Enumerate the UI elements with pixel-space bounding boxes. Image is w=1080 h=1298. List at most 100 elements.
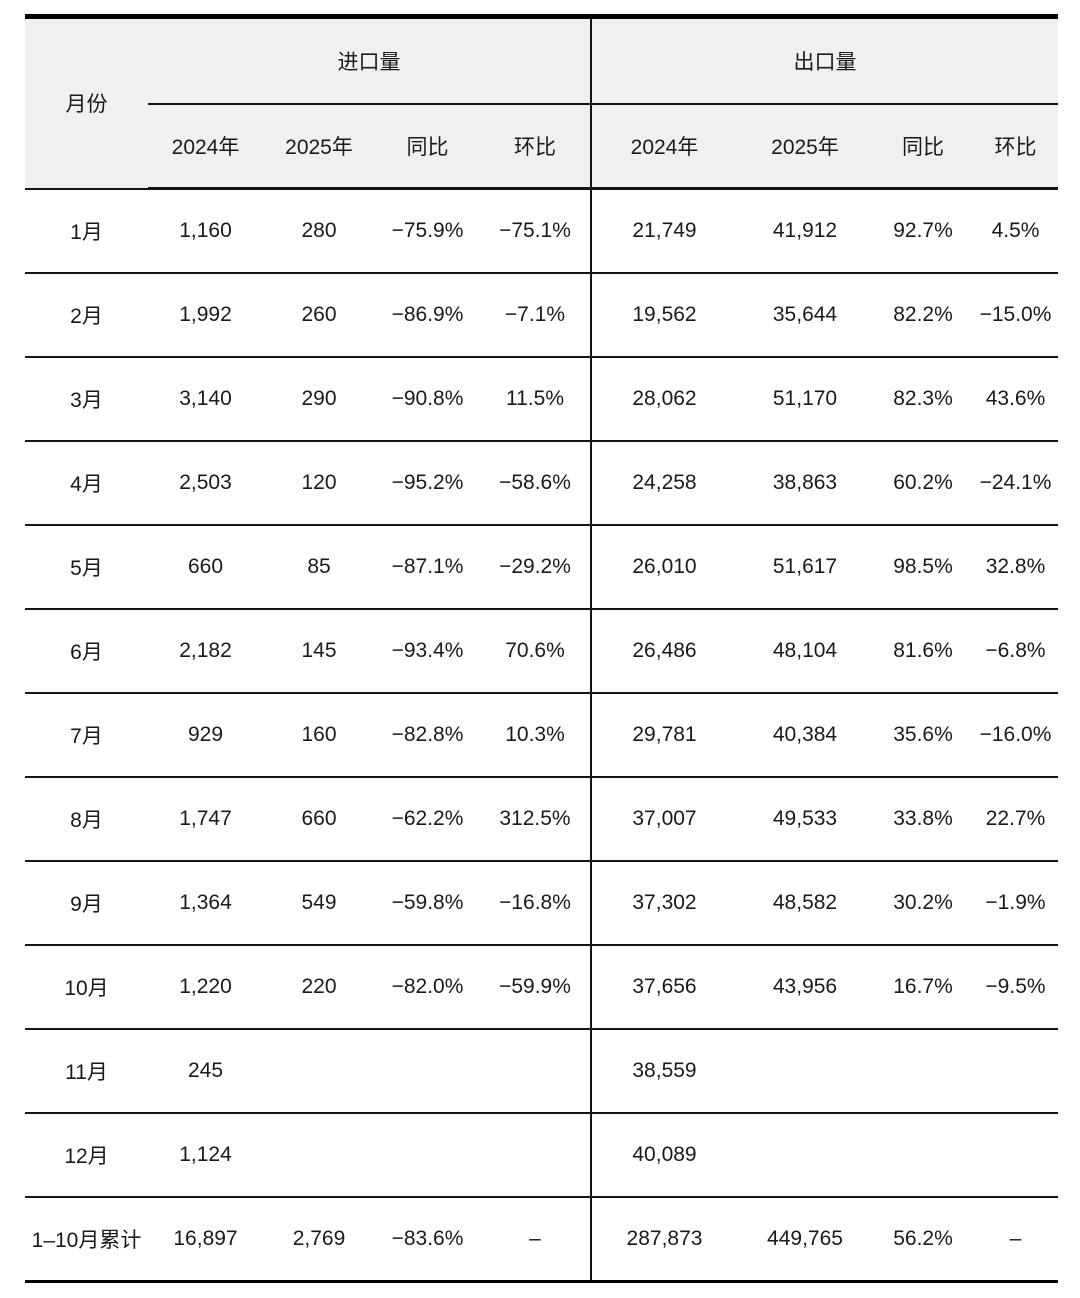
value-cell: 41,912 — [737, 187, 873, 273]
value-cell: 37,302 — [590, 860, 737, 945]
value-cell: 70.6% — [480, 608, 591, 693]
value-cell — [375, 1028, 480, 1113]
value-cell: −15.0% — [973, 272, 1058, 357]
col-header-export-yoy: 同比 — [873, 104, 973, 190]
value-cell — [873, 1112, 973, 1197]
value-cell: −29.2% — [480, 524, 591, 609]
value-cell — [737, 1028, 873, 1113]
value-cell: 2,503 — [148, 440, 263, 525]
value-cell: −75.1% — [480, 187, 591, 273]
value-cell: 40,384 — [737, 692, 873, 777]
value-cell: 245 — [148, 1028, 263, 1113]
value-cell: −82.8% — [375, 692, 480, 777]
value-cell: 82.2% — [873, 272, 973, 357]
value-cell — [263, 1028, 375, 1113]
value-cell: 660 — [263, 776, 375, 861]
value-cell: −59.9% — [480, 944, 591, 1029]
col-header-export-2024: 2024年 — [590, 104, 737, 190]
value-cell: 1,160 — [148, 187, 263, 273]
col-header-export-2025: 2025年 — [737, 104, 873, 190]
value-cell: −83.6% — [375, 1196, 480, 1282]
value-cell: 312.5% — [480, 776, 591, 861]
col-header-month: 月份 — [65, 93, 108, 117]
month-cell: 11月 — [25, 1028, 148, 1113]
col-header-import-2025: 2025年 — [263, 104, 375, 190]
table-row: 4月 2,503 120 −95.2% −58.6% 24,258 38,863 60.2% −… — [25, 440, 1058, 525]
value-cell: −86.9% — [375, 272, 480, 357]
table-row: 11月 245 38,559 — [25, 1028, 1058, 1113]
value-cell — [263, 1112, 375, 1197]
value-cell: −1.9% — [973, 860, 1058, 945]
value-cell: −9.5% — [973, 944, 1058, 1029]
value-cell: 56.2% — [873, 1196, 973, 1282]
value-cell: −62.2% — [375, 776, 480, 861]
value-cell: 29,781 — [590, 692, 737, 777]
value-cell: 37,656 — [590, 944, 737, 1029]
table-body: 1月 1,160 280 −75.9% −75.1% 21,749 41,912 92.7% 4… — [25, 187, 1058, 1282]
value-cell: 32.8% — [973, 524, 1058, 609]
value-cell: 51,170 — [737, 356, 873, 441]
value-cell: 2,769 — [263, 1196, 375, 1282]
value-cell — [873, 1028, 973, 1113]
month-cell: 1–10月累计 — [25, 1196, 148, 1282]
value-cell: 280 — [263, 187, 375, 273]
value-cell: 24,258 — [590, 440, 737, 525]
value-cell: 82.3% — [873, 356, 973, 441]
value-cell: 16.7% — [873, 944, 973, 1029]
value-cell: 30.2% — [873, 860, 973, 945]
col-header-import-2024: 2024年 — [148, 104, 263, 190]
value-cell: 1,124 — [148, 1112, 263, 1197]
group-header-row: 月份 进口量 出口量 — [25, 16, 1058, 116]
value-cell: 220 — [263, 944, 375, 1029]
value-cell: 549 — [263, 860, 375, 945]
sub-header-row: 2024年 2025年 同比 环比 2024年 2025年 同比 环比 — [25, 104, 1058, 190]
value-cell: 28,062 — [590, 356, 737, 441]
data-table: 月份 进口量 出口量 2024年 2025年 同比 环比 2024年 2025年… — [25, 14, 1058, 1283]
value-cell — [375, 1112, 480, 1197]
value-cell: 98.5% — [873, 524, 973, 609]
value-cell: 1,747 — [148, 776, 263, 861]
value-cell: 51,617 — [737, 524, 873, 609]
value-cell: 1,364 — [148, 860, 263, 945]
value-cell: −82.0% — [375, 944, 480, 1029]
col-header-import-yoy: 同比 — [375, 104, 480, 190]
value-cell: −95.2% — [375, 440, 480, 525]
value-cell: 22.7% — [973, 776, 1058, 861]
value-cell: 85 — [263, 524, 375, 609]
value-cell: 43,956 — [737, 944, 873, 1029]
month-cell: 8月 — [25, 776, 148, 861]
table-row: 10月 1,220 220 −82.0% −59.9% 37,656 43,956 16.7%… — [25, 944, 1058, 1029]
table-row: 1–10月累计 16,897 2,769 −83.6% –287,873 449,765 5… — [25, 1196, 1058, 1282]
month-cell: 10月 — [25, 944, 148, 1029]
value-cell: 19,562 — [590, 272, 737, 357]
value-cell — [480, 1028, 591, 1113]
value-cell: 81.6% — [873, 608, 973, 693]
month-cell: 5月 — [25, 524, 148, 609]
value-cell: 60.2% — [873, 440, 973, 525]
value-cell: −90.8% — [375, 356, 480, 441]
table-row: 9月 1,364 549 −59.8% −16.8% 37,302 48,582 30.2% −… — [25, 860, 1058, 945]
col-header-export-mom: 环比 — [973, 104, 1058, 190]
value-cell: 35.6% — [873, 692, 973, 777]
month-cell: 3月 — [25, 356, 148, 441]
group-header-imports: 进口量 — [148, 16, 591, 105]
value-cell: 11.5% — [480, 356, 591, 441]
value-cell: 21,749 — [590, 187, 737, 273]
value-cell: −7.1% — [480, 272, 591, 357]
value-cell: 92.7% — [873, 187, 973, 273]
value-cell: 145 — [263, 608, 375, 693]
value-cell: 260 — [263, 272, 375, 357]
table-row: 2月 1,992 260 −86.9% −7.1% 19,562 35,644 82.2% −1… — [25, 272, 1058, 357]
table-row: 5月 660 85 −87.1% −29.2% 26,010 51,617 98.5% 32.8… — [25, 524, 1058, 609]
value-cell — [973, 1112, 1058, 1197]
value-cell: – — [480, 1196, 591, 1282]
month-cell: 6月 — [25, 608, 148, 693]
value-cell: 4.5% — [973, 187, 1058, 273]
value-cell: 287,873 — [590, 1196, 737, 1282]
table-row: 1月 1,160 280 −75.9% −75.1% 21,749 41,912 92.7% 4… — [25, 187, 1058, 273]
month-cell: 12月 — [25, 1112, 148, 1197]
value-cell: 120 — [263, 440, 375, 525]
value-cell: −16.0% — [973, 692, 1058, 777]
value-cell: 1,992 — [148, 272, 263, 357]
